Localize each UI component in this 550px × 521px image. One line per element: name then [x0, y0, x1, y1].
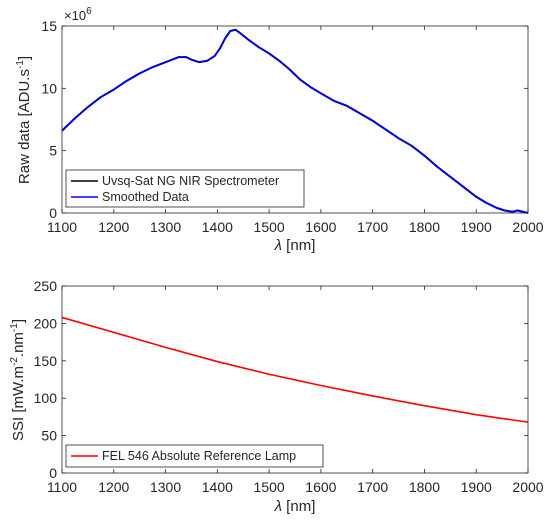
top-x-tick-label: 1800: [409, 219, 440, 235]
bottom-series-line-0: [61, 316, 529, 423]
bottom-x-tick-label: 1200: [98, 479, 129, 495]
bottom-x-tick-label: 1100: [47, 479, 77, 495]
bottom-y-tick-label: 150: [34, 353, 58, 369]
top-y-ticks: 0 5 10 15: [41, 18, 528, 221]
bottom-x-tick-label: 2000: [512, 479, 543, 495]
bottom-x-tick-label: 1400: [202, 479, 233, 495]
bottom-x-tick-label: 1500: [254, 479, 285, 495]
axes-box-bottom: [61, 285, 529, 474]
legend-label-smoothed: Smoothed Data: [102, 190, 189, 204]
top-x-tick-label: 1200: [98, 219, 129, 235]
legend-box-top: [65, 169, 305, 208]
raw-data-panel: 1100 1200 1300 1400 1500 1600 1700 1800 1900 2000…: [15, 6, 544, 254]
top-x-ticks: 1100 1200 1300 1400 1500 1600 1700 1800 1900 2000: [47, 26, 544, 235]
bottom-y-tick-label: 200: [34, 315, 58, 331]
top-x-tick-label: 1500: [254, 219, 285, 235]
top-x-tick-label: 2000: [512, 219, 543, 235]
y-multiplier: ×106: [64, 6, 92, 23]
top-y-tick-label: 0: [49, 205, 57, 221]
top-y-tick-label: 10: [41, 80, 57, 96]
top-series-group: [61, 28, 529, 214]
legend-bottom: FEL 546 Absolute Reference Lamp: [65, 444, 324, 468]
bottom-y-ticks: 0 50 100 150 200 250: [34, 278, 528, 481]
legend-box-bottom: [65, 444, 324, 468]
top-x-tick-label: 1700: [357, 219, 388, 235]
bottom-x-tick-label: 1600: [305, 479, 336, 495]
y-axis-label-bottom: SSI [mW.m-2.nm-1]: [9, 319, 27, 441]
top-x-tick-label: 1100: [47, 219, 77, 235]
bottom-series-group: [61, 316, 529, 423]
y-axis-label-top: Raw data [ADU.s-1]: [15, 56, 33, 184]
ssi-panel: 1100 1200 1300 1400 1500 1600 1700 1800 1900 2000…: [9, 278, 544, 515]
bottom-y-tick-label: 250: [34, 278, 58, 294]
bottom-x-ticks: 1100 1200 1300 1400 1500 1600 1700 1800 1900 2000: [47, 286, 544, 495]
top-x-tick-label: 1400: [202, 219, 233, 235]
top-y-tick-label: 15: [41, 18, 57, 34]
bottom-x-tick-label: 1700: [357, 479, 388, 495]
bottom-x-tick-label: 1300: [150, 479, 181, 495]
bottom-x-tick-label: 1900: [461, 479, 492, 495]
legend-top: Uvsq-Sat NG NIR Spectrometer Smoothed Da…: [65, 169, 305, 208]
bottom-x-tick-label: 1800: [409, 479, 440, 495]
axes-box-top: [61, 25, 529, 214]
x-axis-label-top: λ [nm]: [274, 237, 316, 254]
legend-label-lamp: FEL 546 Absolute Reference Lamp: [102, 449, 296, 463]
bottom-y-tick-label: 0: [49, 465, 57, 481]
top-y-tick-label: 5: [49, 143, 57, 159]
bottom-y-tick-label: 50: [41, 428, 57, 444]
top-x-tick-label: 1900: [461, 219, 492, 235]
top-x-tick-label: 1600: [305, 219, 336, 235]
x-axis-label-bottom: λ [nm]: [274, 498, 316, 515]
bottom-y-tick-label: 100: [34, 390, 58, 406]
top-series-line-1: [61, 28, 529, 214]
top-x-tick-label: 1300: [150, 219, 181, 235]
legend-label-raw: Uvsq-Sat NG NIR Spectrometer: [102, 174, 279, 188]
